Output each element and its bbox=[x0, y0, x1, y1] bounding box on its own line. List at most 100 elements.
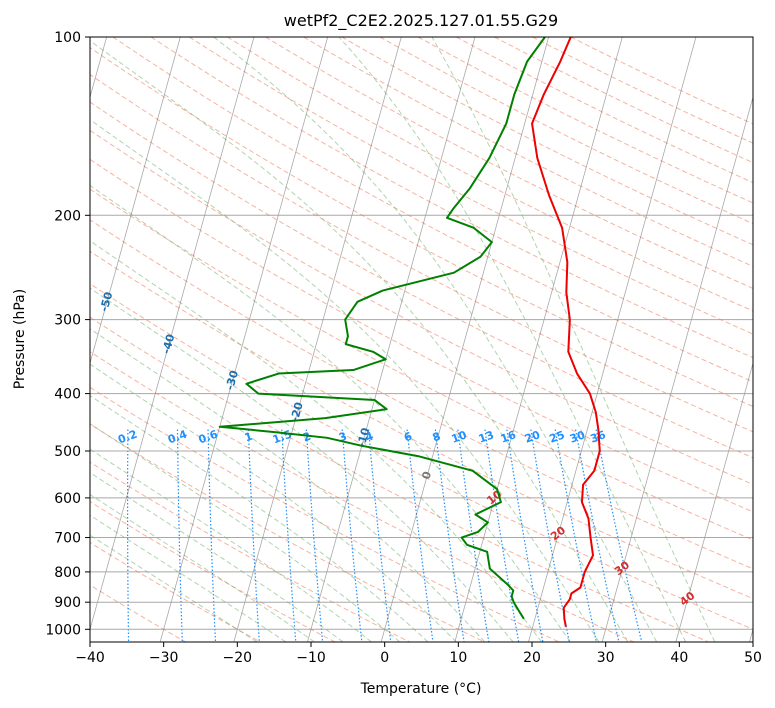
moist-adiabat-line bbox=[90, 240, 542, 642]
moist-adiabat-line bbox=[90, 328, 485, 642]
dry-adiabat-line bbox=[90, 423, 485, 642]
moist-adiabat-line bbox=[90, 184, 571, 642]
mixing-ratio-line bbox=[554, 429, 597, 642]
isotherms bbox=[90, 37, 753, 642]
mixing-ratio-label: 0.1 bbox=[70, 428, 93, 447]
dry-adiabat-line bbox=[341, 37, 753, 246]
dry-adiabat-line bbox=[90, 129, 753, 486]
mixing-ratio-label: 6 bbox=[402, 429, 414, 444]
mixing-ratio-lines bbox=[127, 429, 643, 642]
y-tick-label: 1000 bbox=[45, 622, 81, 638]
moist-adiabat-line bbox=[338, 37, 687, 642]
dry-adiabat-line bbox=[90, 219, 753, 570]
sounding-series bbox=[218, 37, 601, 627]
moist-adiabat-line bbox=[90, 119, 600, 642]
isotherm-label: -20 bbox=[288, 400, 306, 423]
isotherm-line bbox=[233, 37, 402, 642]
mixing-ratio-line bbox=[127, 429, 130, 642]
isotherm-label: -40 bbox=[160, 332, 178, 355]
y-axis-label: Pressure (hPa) bbox=[12, 289, 28, 389]
dry-adiabat-line bbox=[265, 37, 753, 289]
y-tick-label: 500 bbox=[54, 444, 81, 460]
moist-adiabats bbox=[90, 37, 716, 642]
x-tick-label: 0 bbox=[380, 650, 389, 666]
mixing-ratio-line bbox=[176, 429, 183, 642]
chart-title: wetPf2_C2E2.2025.127.01.55.G29 bbox=[284, 11, 558, 31]
isotherm-line bbox=[380, 37, 550, 642]
mixing-ratio-line bbox=[595, 429, 643, 642]
moist-adiabat-line bbox=[90, 40, 629, 642]
y-tick-label: 600 bbox=[54, 491, 81, 507]
moist-adiabat-line bbox=[431, 37, 716, 642]
dewpoint-profile-line bbox=[218, 37, 546, 620]
dry-adiabats bbox=[90, 37, 753, 642]
dry-adiabat-line bbox=[90, 250, 753, 600]
mixing-ratio-line bbox=[484, 429, 520, 642]
mixing-ratio-label: 0.4 bbox=[166, 427, 189, 446]
dry-adiabat-line bbox=[90, 73, 753, 433]
mixing-ratio-line bbox=[247, 429, 260, 642]
isotherm-label: -10 bbox=[355, 426, 373, 449]
dry-adiabat-line bbox=[90, 101, 753, 459]
y-tick-label: 100 bbox=[54, 30, 81, 46]
y-tick-label: 800 bbox=[54, 565, 81, 581]
moist-adiabat-line bbox=[90, 472, 344, 642]
x-tick-label: −30 bbox=[149, 650, 179, 666]
dry-adiabat-line bbox=[90, 316, 709, 642]
temperature-profile-line bbox=[531, 37, 601, 627]
x-tick-label: 20 bbox=[523, 650, 541, 666]
mixing-ratio-label: 3 bbox=[337, 430, 349, 445]
mixing-ratio-label: 0.2 bbox=[116, 428, 139, 447]
x-tick-label: 10 bbox=[449, 650, 467, 666]
y-axis-ticks: 100 200 300 400 500 600 700 800 900 1000 bbox=[45, 30, 90, 638]
dry-adiabat-line bbox=[150, 37, 753, 359]
isotherm-label: -60 bbox=[36, 245, 54, 268]
isotherm-line bbox=[307, 37, 476, 642]
dry-adiabat-line bbox=[188, 37, 753, 335]
moist-adiabat-line bbox=[213, 37, 658, 642]
moist-adiabat-line bbox=[90, 514, 286, 642]
mixing-ratio-line bbox=[575, 429, 620, 642]
mixing-ratio-label: 16 bbox=[499, 428, 518, 446]
x-tick-label: 50 bbox=[744, 650, 762, 666]
dry-adiabat-line bbox=[90, 46, 753, 408]
dry-adiabat-line bbox=[417, 37, 753, 204]
isotherm-label: -50 bbox=[98, 290, 116, 313]
mixing-ratio-label: 8 bbox=[431, 430, 443, 445]
x-tick-label: −40 bbox=[75, 650, 105, 666]
mixing-ratio-line bbox=[530, 429, 570, 642]
mixing-ratio-line bbox=[368, 429, 392, 642]
isotherm-line bbox=[601, 95, 753, 642]
mixing-ratio-line bbox=[281, 429, 297, 642]
mixing-ratio-line bbox=[434, 429, 465, 642]
isotherm-line bbox=[159, 37, 329, 642]
isobars bbox=[90, 37, 753, 630]
moist-adiabat-line bbox=[90, 363, 457, 642]
mixing-ratio-line bbox=[305, 429, 324, 642]
dry-adiabat-line bbox=[90, 351, 634, 642]
mixing-ratio-line bbox=[457, 429, 490, 642]
mixing-ratio-label: 1 bbox=[243, 430, 255, 445]
mixing-ratio-label: 20 bbox=[523, 428, 542, 446]
mixing-ratio-label: 2 bbox=[301, 430, 313, 445]
line-labels: -100-90-80-70-60-50-40-30-20-1000.10.20.… bbox=[36, 245, 698, 609]
dry-adiabat-line bbox=[112, 37, 753, 383]
x-axis-label: Temperature (°C) bbox=[360, 681, 482, 697]
y-tick-label: 900 bbox=[54, 595, 81, 611]
isotherm-label: 0 bbox=[419, 470, 434, 481]
moist-adiabat-line bbox=[90, 493, 315, 642]
x-tick-label: 40 bbox=[670, 650, 688, 666]
isotherm-line bbox=[675, 361, 753, 642]
dry-adiabat-line bbox=[494, 37, 753, 164]
isotherm-line bbox=[90, 37, 255, 631]
y-tick-label: 200 bbox=[54, 208, 81, 224]
dry-adiabat-line bbox=[90, 386, 560, 642]
dry-adiabat-line bbox=[90, 283, 753, 630]
mixing-ratio-line bbox=[341, 429, 363, 642]
mixing-ratio-label: 0.6 bbox=[197, 427, 220, 446]
mixing-ratio-label: 25 bbox=[548, 428, 567, 445]
moist-adiabat-line bbox=[90, 423, 400, 642]
y-tick-label: 400 bbox=[54, 387, 81, 403]
isotherm-label: -30 bbox=[223, 369, 241, 392]
x-tick-label: −20 bbox=[223, 650, 253, 666]
